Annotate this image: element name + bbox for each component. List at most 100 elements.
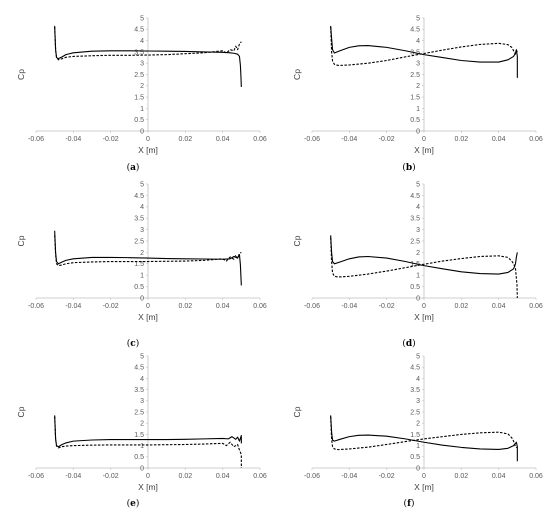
panel-label: (c)	[127, 338, 140, 349]
y-tick-label: 3.5	[134, 387, 144, 394]
x-tick-label: -0.06	[28, 473, 44, 480]
x-tick-label: 0.04	[216, 303, 230, 310]
y-axis-label: Cp	[16, 69, 26, 80]
x-tick-label: -0.02	[379, 303, 395, 310]
y-tick-label: 4	[416, 376, 420, 383]
x-tick-label: 0.02	[455, 473, 469, 480]
y-tick-label: 4.5	[134, 365, 144, 372]
y-tick-label: 2.5	[410, 409, 420, 416]
y-tick-label: 1.5	[410, 261, 420, 268]
x-tick-label: -0.02	[103, 303, 119, 310]
y-tick-label: 5	[140, 181, 144, 188]
x-tick-label: -0.06	[304, 303, 320, 310]
x-tick-label: -0.04	[341, 473, 357, 480]
series-line-solid	[54, 25, 242, 87]
y-tick-label: 0.5	[410, 454, 420, 461]
y-tick-label: 3.5	[410, 387, 420, 394]
series-line-solid	[54, 415, 242, 448]
y-tick-label: 2	[416, 421, 420, 428]
x-tick-label: -0.06	[304, 136, 320, 143]
x-tick-label: -0.04	[341, 136, 357, 143]
x-tick-label: 0.02	[179, 303, 193, 310]
y-tick-label: 0.5	[134, 284, 144, 291]
series-line-solid	[54, 230, 242, 286]
y-tick-label: 5	[416, 353, 420, 360]
y-tick-label: 2.5	[134, 72, 144, 79]
y-tick-label: 4.5	[134, 193, 144, 200]
y-tick-label: 3	[140, 227, 144, 234]
y-tick-label: 2	[140, 421, 144, 428]
panel-a: 0 0.5 1 1.5 2 2.5 3 3.5 4 4.5 5 -0.06 -0.04 -0.02 0 0.0…	[16, 15, 267, 173]
y-tick-label: 2	[416, 250, 420, 257]
y-tick-label: 3	[416, 227, 420, 234]
x-tick-label: 0.06	[253, 303, 267, 310]
x-tick-label: -0.06	[28, 136, 44, 143]
y-tick-label: 1	[416, 273, 420, 280]
y-tick-label: 2.5	[134, 409, 144, 416]
x-tick-label: 0.02	[179, 136, 193, 143]
y-tick-label: 3	[140, 61, 144, 68]
y-tick-label: 4.5	[410, 365, 420, 372]
panel-label: (b)	[402, 162, 415, 173]
x-tick-label: 0.06	[253, 136, 267, 143]
y-tick-label: 1	[140, 273, 144, 280]
series-line-dashed	[54, 235, 242, 267]
x-tick-label: -0.04	[65, 473, 81, 480]
x-tick-label: -0.04	[65, 136, 81, 143]
y-tick-label: 3	[416, 398, 420, 405]
x-tick-label: -0.06	[28, 303, 44, 310]
panel-label: (e)	[127, 498, 140, 509]
y-axis-label: Cp	[292, 69, 302, 80]
series-line-dashed	[54, 416, 242, 468]
y-tick-label: 3	[140, 398, 144, 405]
y-tick-label: 3.5	[134, 49, 144, 56]
x-axis-label: X [m]	[414, 482, 434, 492]
x-tick-label: 0	[422, 136, 426, 143]
panel-e: 0 0.5 1 1.5 2 2.5 3 3.5 4 4.5 5 -0.06 -0.04 -0.02 0 0.0…	[16, 353, 267, 509]
y-tick-label: 2	[140, 250, 144, 257]
y-tick-label: 1	[140, 106, 144, 113]
x-tick-label: 0.04	[492, 473, 506, 480]
x-tick-label: -0.02	[379, 136, 395, 143]
x-tick-label: 0	[422, 473, 426, 480]
y-tick-label: 0.5	[134, 117, 144, 124]
y-tick-label: 1.5	[134, 432, 144, 439]
x-tick-label: 0.02	[455, 136, 469, 143]
y-tick-label: 0	[416, 295, 420, 302]
y-tick-label: 1	[140, 443, 144, 450]
x-tick-label: 0.04	[216, 136, 230, 143]
y-axis-label: Cp	[292, 235, 302, 246]
x-tick-label: 0	[146, 473, 150, 480]
x-tick-label: 0.02	[179, 473, 193, 480]
y-tick-label: 4.5	[410, 193, 420, 200]
y-tick-label: 0	[140, 465, 144, 472]
y-tick-label: 4	[140, 204, 144, 211]
y-tick-label: 2.5	[134, 238, 144, 245]
series-line-solid	[330, 235, 518, 275]
x-tick-label: 0.04	[216, 473, 230, 480]
x-tick-label: 0.06	[529, 303, 543, 310]
y-tick-label: 4	[416, 204, 420, 211]
x-axis-label: X [m]	[414, 312, 434, 322]
x-axis-label: X [m]	[138, 145, 158, 155]
x-tick-label: -0.02	[103, 136, 119, 143]
y-axis-label: Cp	[16, 235, 26, 246]
series-line-dashed	[54, 27, 242, 61]
y-tick-label: 3	[416, 61, 420, 68]
y-tick-label: 4.5	[134, 27, 144, 34]
y-tick-label: 4	[416, 38, 420, 45]
y-axis-label: Cp	[292, 406, 302, 417]
y-tick-label: 3.5	[410, 216, 420, 223]
x-tick-label: -0.02	[379, 473, 395, 480]
x-tick-label: -0.02	[103, 473, 119, 480]
series-line-dashed	[330, 27, 518, 67]
y-tick-label: 0	[416, 465, 420, 472]
y-tick-label: 2.5	[410, 72, 420, 79]
y-tick-label: 5	[140, 353, 144, 360]
y-tick-label: 0.5	[410, 117, 420, 124]
x-axis-label: X [m]	[138, 482, 158, 492]
x-tick-label: -0.04	[65, 303, 81, 310]
panel-f: 0 0.5 1 1.5 2 2.5 3 3.5 4 4.5 5 -0.06 -0.04 -0.02 0 0.0…	[292, 353, 543, 509]
x-tick-label: 0	[422, 303, 426, 310]
